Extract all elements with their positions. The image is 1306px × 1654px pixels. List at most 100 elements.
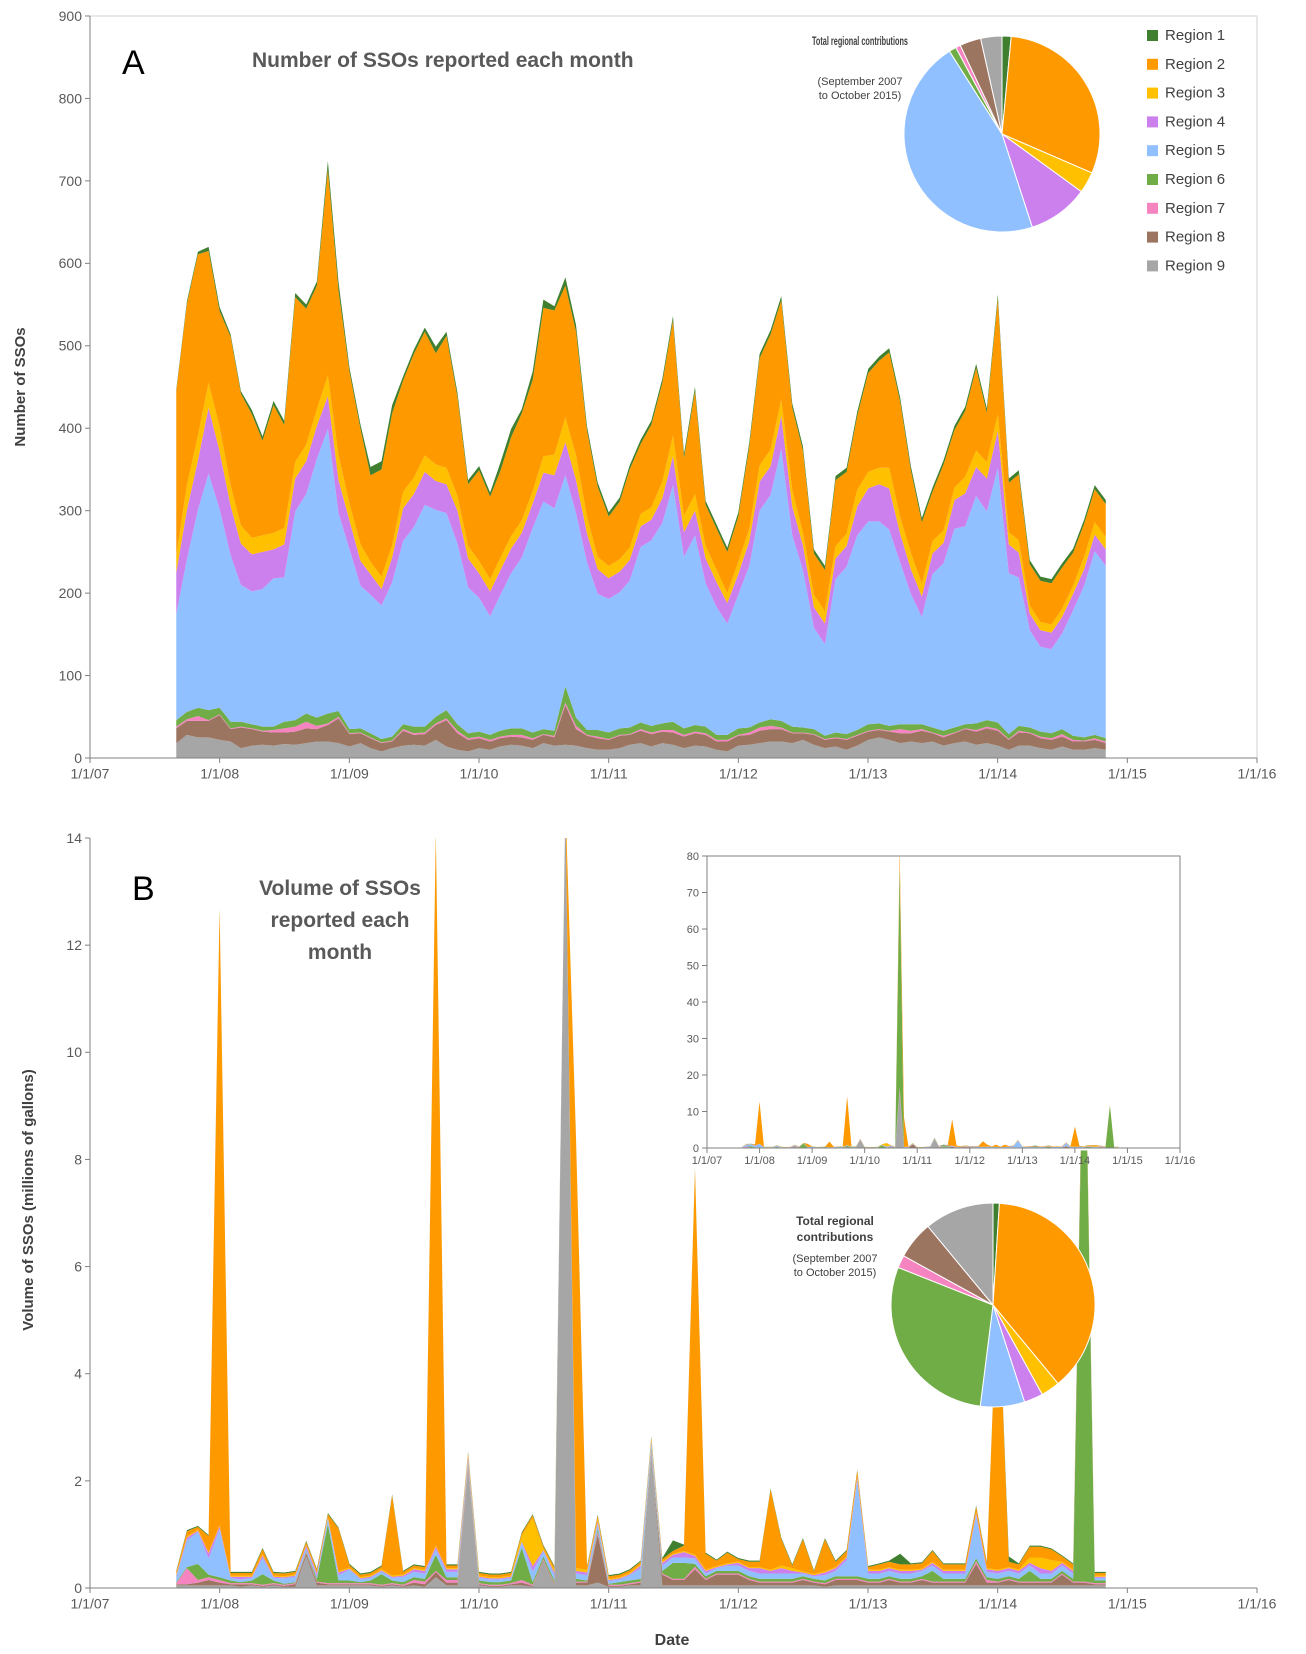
legend-swatch-region-8 [1147,231,1158,243]
axis-a-y-tick-label: 100 [59,667,83,683]
legend-swatch-region-3 [1147,87,1158,99]
axis-a-x-tick-label: 1/1/11 [590,765,628,781]
panel-a-areas [176,161,1106,758]
axis-a-x-tick-label: 1/1/15 [1108,765,1147,781]
legend-label-region-2: Region 2 [1165,56,1225,73]
inset-axis-x-tick-label: 1/1/09 [797,1155,828,1167]
panel-b: 0 2 4 6 8 10 12 14 1/1/07 1/1/08 1/1/09 1/1/10 1/1/1… [20,830,1277,1649]
inset-axis-x-tick-label: 1/1/14 [1060,1155,1091,1167]
axis-b-x-tick-label: 1/1/12 [719,1595,758,1611]
axis-b-y-tick-label: 12 [66,937,82,953]
inset-axis-y-tick-label: 40 [687,997,699,1009]
inset-axis-y-tick-label: 10 [687,1106,699,1118]
panel-b-ylabel: Volume of SSOs (millions of gallons) [20,1069,37,1330]
pie-b-title: Total regional contributions [796,1214,874,1244]
area-a-region-9 [176,734,1106,758]
inset-axis-y-tick-label: 70 [687,887,699,899]
inset-axis-x-tick-label: 1/1/15 [1112,1155,1143,1167]
axis-b-y-tick-label: 0 [74,1580,82,1596]
legend-swatch-region-6 [1147,174,1158,185]
x-axis-title: Date [655,1632,690,1649]
legend-label-region-4: Region 4 [1165,113,1225,130]
panel-b-axes: 0 2 4 6 8 10 12 14 1/1/07 1/1/08 1/1/09 1/1/10 1/1/1… [66,830,1276,1611]
inset-axis-x-tick-label: 1/1/13 [1007,1155,1038,1167]
area-a-region-8 [176,705,1106,752]
axis-a-y-tick-label: 200 [59,585,83,601]
pie-a-subtitle: (September 2007 to October 2015) [818,76,903,102]
axis-b-x-tick-label: 1/1/13 [849,1595,888,1611]
legend-label-region-1: Region 1 [1165,27,1225,44]
axis-b-y-tick-label: 8 [74,1151,82,1167]
pie-b-slice-9 [927,1202,994,1307]
pie-a-slice-2 [1001,35,1101,174]
pie-b-subtitle: (September 2007 to October 2015) [793,1253,878,1279]
axis-a-x-tick-label: 1/1/08 [200,765,239,781]
axis-b-y-tick-label: 10 [66,1044,82,1060]
axis-b-x-tick-label: 1/1/16 [1238,1595,1277,1611]
inset-axis-y-tick-label: 60 [687,924,699,936]
panel-b-label: B [132,870,155,908]
legend-swatch-region-5 [1147,145,1158,157]
inset-axis-y-tick-label: 20 [687,1070,699,1082]
axis-a-y-tick-label: 900 [59,8,83,24]
panel-a-title: Number of SSOs reported each month [252,49,634,72]
legend-swatch-region-4 [1147,116,1158,128]
panel-a-ylabel: Number of SSOs [12,327,29,446]
axis-a-y-tick-label: 400 [59,420,83,436]
inset-axis-y-tick-label: 30 [687,1033,699,1045]
inset-axis-y-tick-label: 50 [687,960,699,972]
axis-a-y-tick-label: 0 [74,750,82,766]
pie-b-slice-6 [890,1266,994,1407]
inset-axis-y-tick-label: 0 [693,1143,699,1155]
pie-a-slice-5 [903,50,1033,233]
inset-axis-x-tick-label: 1/1/11 [902,1155,932,1167]
axis-a-x-tick-label: 1/1/16 [1238,765,1277,781]
axis-b-x-tick-label: 1/1/09 [330,1595,369,1611]
axis-a-y-tick-label: 300 [59,503,83,519]
panel-b-title: Volume of SSOs reported each month [259,877,421,964]
panel-b-pie [890,1202,1096,1408]
inset-axis-x-tick-label: 1/1/07 [692,1155,723,1167]
axis-a-x-tick-label: 1/1/09 [330,765,369,781]
legend-swatch-region-9 [1147,260,1158,272]
legend-label-region-6: Region 6 [1165,171,1225,188]
axis-a-x-tick-label: 1/1/07 [71,765,110,781]
panel-a-label: A [122,44,145,82]
legend-swatch-region-1 [1147,30,1158,41]
pie-b-slice-2 [992,1202,1096,1385]
axis-b-x-tick-label: 1/1/14 [978,1595,1017,1611]
panel-b-inset-chart: 0 10 20 30 40 50 60 70 80 1/1/07 1/1/08 1/1/09 1/1/1… [687,849,1196,1167]
axis-a-x-tick-label: 1/1/12 [719,765,758,781]
inset-axis-y-tick-label: 80 [687,851,699,863]
pie-a-title: Total regional contributions [812,34,908,48]
inset-axis-x-tick-label: 1/1/16 [1165,1155,1196,1167]
axis-a-y-tick-label: 800 [59,90,83,106]
area-a-region-6 [176,686,1106,743]
inset-frame [706,855,1181,1149]
axis-a-y-tick-label: 700 [59,173,83,189]
legend-label-region-5: Region 5 [1165,142,1225,159]
axis-a-x-tick-label: 1/1/10 [460,765,499,781]
inset-axis-x-tick-label: 1/1/10 [849,1155,880,1167]
axis-b-y-tick-label: 6 [74,1258,82,1274]
axis-a-y-tick-label: 500 [59,338,83,354]
axis-a-x-tick-label: 1/1/13 [849,765,888,781]
axis-b-y-tick-label: 4 [74,1366,82,1382]
axis-b-y-tick-label: 14 [66,830,82,846]
panel-a-axes: 0 100 200 300 400 500 600 700 800 900 1/1/07 1/1/08… [59,8,1277,781]
inset-axis-x-tick-label: 1/1/12 [954,1155,985,1167]
legend: Region 1 Region 2 Region 3 Region 4 Region 5… [1147,27,1225,274]
axis-b-y-tick-label: 2 [74,1473,82,1489]
legend-label-region-8: Region 8 [1165,229,1225,246]
axis-a-x-tick-label: 1/1/14 [978,765,1017,781]
axis-b-x-tick-label: 1/1/15 [1108,1595,1147,1611]
axis-a-y-tick-label: 600 [59,255,83,271]
axis-b-x-tick-label: 1/1/08 [200,1595,239,1611]
axis-b-x-tick-label: 1/1/11 [590,1595,628,1611]
area-a-region-5 [176,429,1106,740]
panel-a: 0 100 200 300 400 500 600 700 800 900 1/1/07 1/1/08… [12,8,1277,781]
axis-b-x-tick-label: 1/1/10 [460,1595,499,1611]
panel-a-pie [903,35,1101,233]
